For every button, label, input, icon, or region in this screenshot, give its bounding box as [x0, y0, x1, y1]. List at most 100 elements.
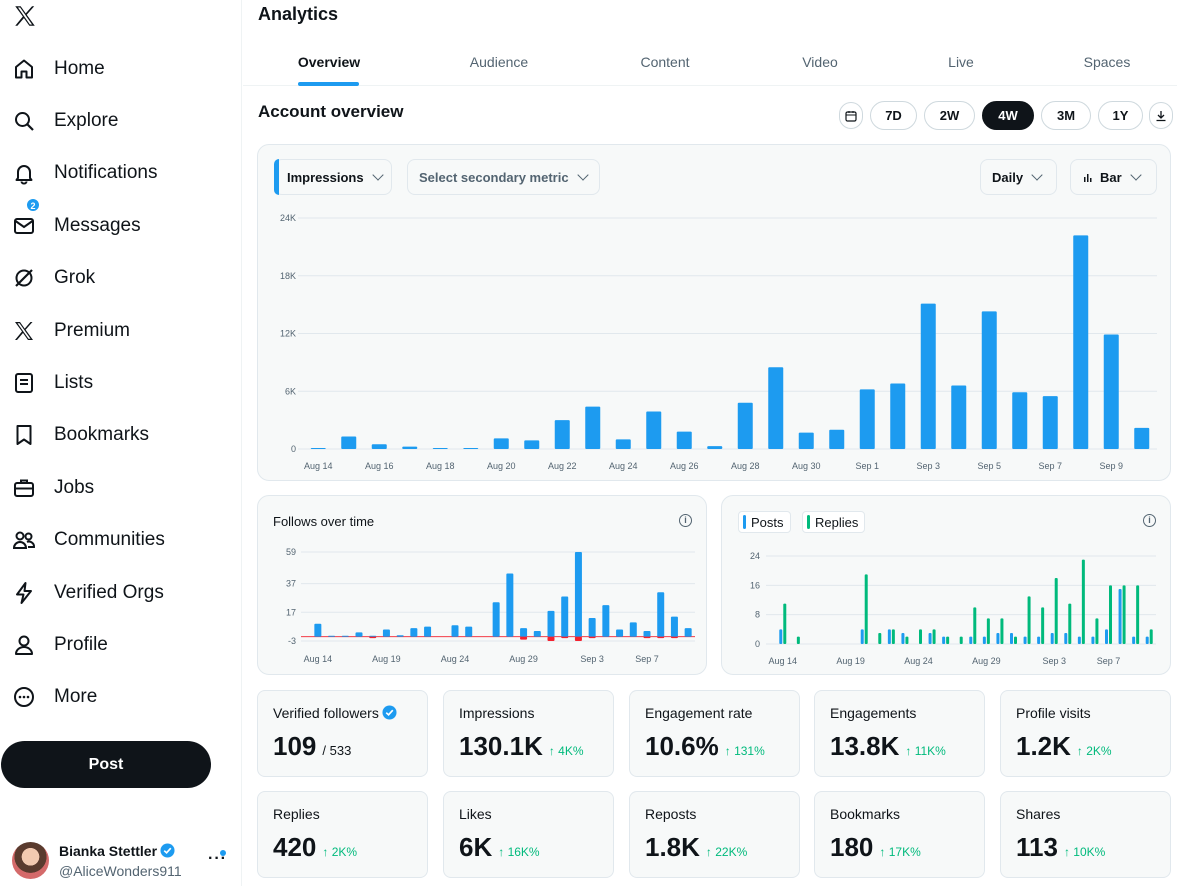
bar-posts-sep-8[interactable] — [1118, 589, 1122, 644]
range-4w-button[interactable]: 4W — [982, 101, 1034, 130]
bar-replies-aug-20[interactable] — [864, 574, 868, 644]
bar-replies-sep-3[interactable] — [1054, 578, 1058, 644]
sidebar-item-bookmarks[interactable]: Bookmarks — [0, 415, 200, 455]
bar-impressions-aug-15[interactable] — [341, 436, 357, 449]
bar-replies-aug-26[interactable] — [946, 636, 950, 644]
bar-unfollows-sep-2[interactable] — [574, 636, 582, 641]
bar-posts-sep-5[interactable] — [1077, 636, 1081, 644]
bar-follows-sep-10[interactable] — [684, 628, 692, 637]
bar-replies-sep-9[interactable] — [1136, 585, 1140, 644]
bar-unfollows-sep-9[interactable] — [670, 636, 678, 639]
bar-impressions-aug-26[interactable] — [676, 431, 692, 449]
stat-card-replies[interactable]: Replies 420 ↑ 2K% — [257, 791, 428, 878]
bar-impressions-sep-10[interactable] — [1134, 427, 1150, 449]
bar-posts-aug-23[interactable] — [901, 633, 905, 644]
download-icon[interactable] — [1149, 102, 1173, 129]
stat-card-engagement-rate[interactable]: Engagement rate 10.6% ↑ 131% — [629, 690, 800, 777]
bar-posts-aug-30[interactable] — [996, 633, 1000, 644]
post-button[interactable]: Post — [1, 741, 211, 788]
bar-follows-sep-3[interactable] — [588, 618, 596, 637]
tab-spaces[interactable]: Spaces — [1083, 54, 1131, 70]
bar-posts-sep-7[interactable] — [1105, 629, 1108, 644]
bar-posts-aug-31[interactable] — [1010, 633, 1013, 644]
bar-replies-aug-31[interactable] — [1014, 636, 1017, 644]
range-2w-button[interactable]: 2W — [924, 101, 975, 130]
bar-follows-sep-6[interactable] — [629, 622, 637, 637]
tab-video[interactable]: Video — [802, 54, 838, 70]
bar-replies-aug-27[interactable] — [959, 636, 963, 644]
bar-replies-aug-28[interactable] — [973, 607, 977, 644]
bar-follows-aug-20[interactable] — [396, 635, 404, 637]
bar-unfollows-sep-1[interactable] — [561, 636, 569, 639]
bar-posts-aug-28[interactable] — [969, 636, 973, 644]
sidebar-item-communities[interactable]: Communities — [0, 520, 200, 560]
bar-follows-aug-21[interactable] — [410, 628, 418, 637]
bar-impressions-aug-21[interactable] — [524, 440, 540, 449]
sidebar-item-grok[interactable]: Grok — [0, 258, 200, 298]
bar-impressions-aug-28[interactable] — [737, 402, 753, 449]
bar-follows-sep-8[interactable] — [657, 592, 665, 637]
bar-replies-aug-29[interactable] — [986, 618, 990, 644]
sidebar-item-messages[interactable]: Messages 2 — [0, 198, 200, 246]
bar-follows-sep-2[interactable] — [574, 552, 582, 637]
bar-posts-aug-25[interactable] — [928, 633, 932, 644]
sidebar-item-lists[interactable]: Lists — [0, 363, 200, 403]
sidebar-item-verified-orgs[interactable]: Verified Orgs — [0, 573, 200, 613]
bar-impressions-aug-27[interactable] — [707, 446, 723, 449]
bar-follows-aug-16[interactable] — [341, 635, 349, 637]
bar-unfollows-sep-8[interactable] — [657, 636, 665, 639]
x-logo-icon[interactable] — [12, 3, 38, 29]
stat-card-impressions[interactable]: Impressions 130.1K ↑ 4K% — [443, 690, 614, 777]
tab-live[interactable]: Live — [948, 54, 974, 70]
bar-replies-sep-8[interactable] — [1122, 585, 1126, 644]
account-switcher[interactable]: Bianka Stettler @AliceWonders911 ··· — [0, 836, 236, 886]
bar-impressions-aug-14[interactable] — [310, 448, 326, 449]
bar-impressions-aug-19[interactable] — [463, 448, 479, 449]
bar-impressions-aug-29[interactable] — [768, 367, 784, 449]
bar-impressions-aug-17[interactable] — [402, 446, 418, 449]
bar-impressions-aug-16[interactable] — [371, 444, 387, 449]
bar-posts-aug-14[interactable] — [779, 629, 783, 644]
bar-impressions-aug-22[interactable] — [554, 420, 570, 449]
bar-replies-sep-6[interactable] — [1095, 618, 1099, 644]
stat-card-bookmarks[interactable]: Bookmarks 180 ↑ 17K% — [814, 791, 985, 878]
bar-unfollows-aug-31[interactable] — [547, 636, 555, 641]
bar-posts-sep-4[interactable] — [1064, 633, 1068, 644]
bar-follows-aug-24[interactable] — [451, 625, 459, 637]
info-icon[interactable]: i — [1143, 514, 1156, 527]
bar-follows-sep-9[interactable] — [670, 616, 678, 637]
range-7d-button[interactable]: 7D — [870, 101, 917, 130]
bar-follows-aug-25[interactable] — [465, 626, 473, 637]
sidebar-item-home[interactable]: Home — [0, 49, 200, 89]
bar-replies-sep-5[interactable] — [1081, 559, 1085, 644]
bar-follows-aug-22[interactable] — [424, 626, 432, 637]
info-icon[interactable]: i — [679, 514, 692, 527]
bar-impressions-aug-23[interactable] — [585, 406, 601, 449]
bar-unfollows-sep-3[interactable] — [588, 636, 596, 639]
sidebar-item-more[interactable]: More — [0, 677, 200, 717]
bar-follows-sep-4[interactable] — [602, 605, 610, 637]
bar-posts-aug-20[interactable] — [860, 629, 864, 644]
stat-card-likes[interactable]: Likes 6K ↑ 16K% — [443, 791, 614, 878]
bar-follows-aug-28[interactable] — [506, 573, 514, 637]
bar-impressions-sep-8[interactable] — [1073, 235, 1089, 449]
bar-impressions-sep-5[interactable] — [981, 311, 997, 449]
bar-posts-sep-9[interactable] — [1132, 636, 1136, 644]
bar-impressions-aug-25[interactable] — [646, 411, 662, 449]
tab-audience[interactable]: Audience — [469, 54, 529, 70]
bar-posts-aug-29[interactable] — [982, 636, 986, 644]
bar-follows-aug-15[interactable] — [328, 635, 336, 637]
bar-impressions-sep-3[interactable] — [920, 303, 936, 449]
bar-follows-aug-29[interactable] — [520, 628, 528, 637]
bar-posts-sep-6[interactable] — [1091, 636, 1095, 644]
bar-posts-sep-10[interactable] — [1145, 636, 1149, 644]
range-1y-button[interactable]: 1Y — [1098, 101, 1143, 130]
tab-overview[interactable]: Overview — [297, 54, 361, 70]
bar-impressions-sep-6[interactable] — [1012, 392, 1028, 449]
bar-replies-aug-23[interactable] — [905, 636, 909, 644]
tab-content[interactable]: Content — [640, 54, 690, 70]
sidebar-item-jobs[interactable]: Jobs — [0, 468, 200, 508]
stat-card-shares[interactable]: Shares 113 ↑ 10K% — [1000, 791, 1171, 878]
bar-follows-sep-1[interactable] — [561, 596, 569, 637]
bar-posts-aug-22[interactable] — [887, 629, 891, 644]
